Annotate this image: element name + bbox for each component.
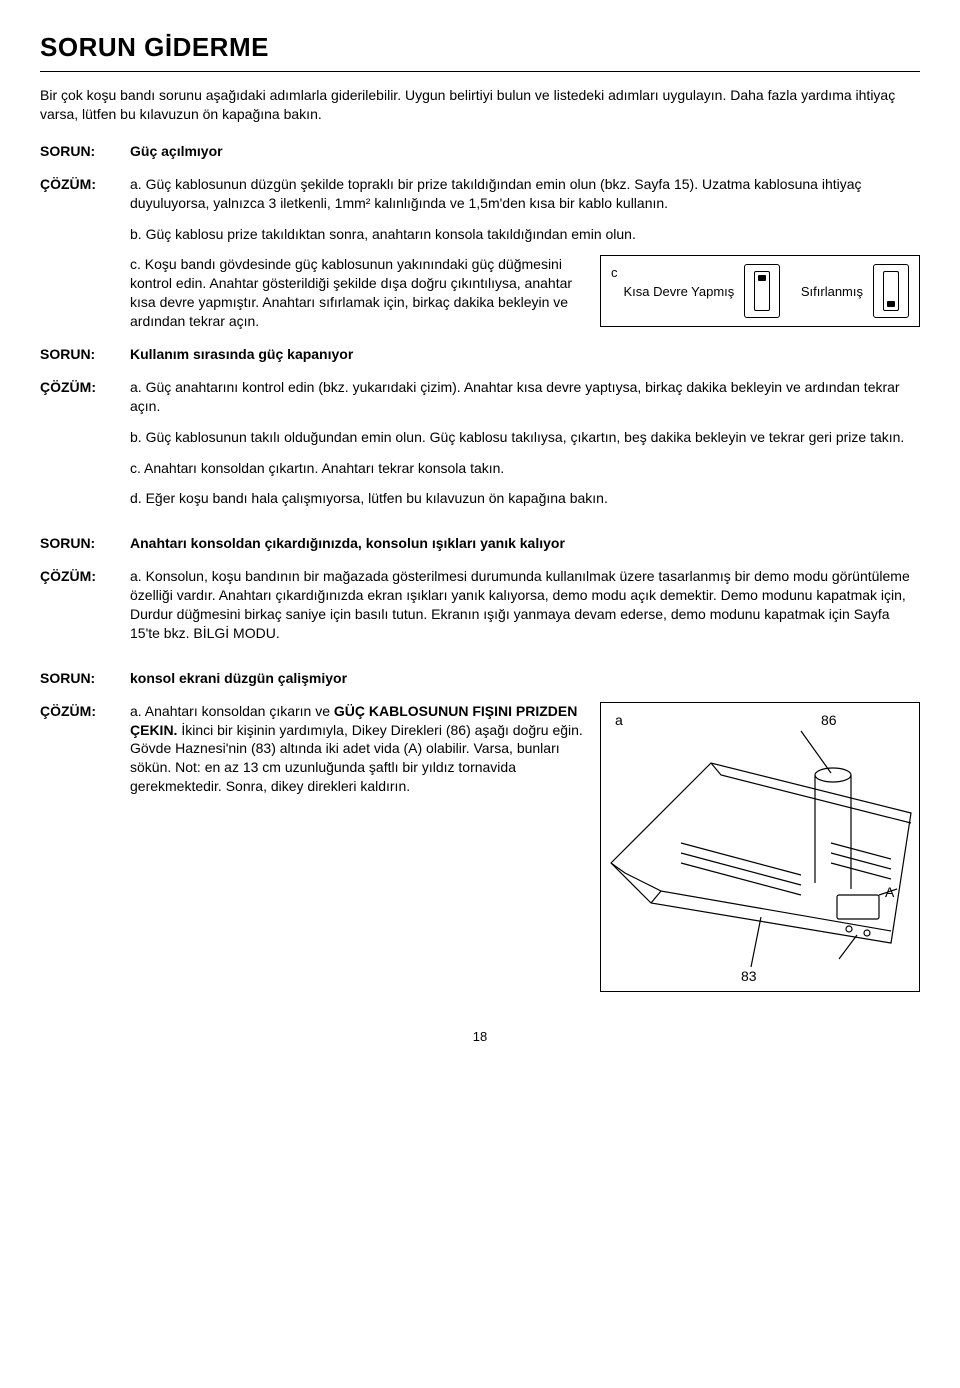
switch-reset-label: Sıfırlanmış [801, 284, 863, 300]
p1-step-b: b. Güç kablosu prize takıldıktan sonra, … [130, 225, 920, 244]
solution-label: ÇÖZÜM: [40, 378, 130, 397]
problem-label: SORUN: [40, 142, 130, 161]
p1-step-a: a. Güç kablosunun düzgün şekilde toprakl… [130, 175, 920, 213]
fig-a-label: a [615, 712, 623, 728]
page-number: 18 [40, 1028, 920, 1046]
fig-c-label: c [611, 264, 618, 282]
switch-tripped-label: Kısa Devre Yapmış [624, 284, 735, 300]
problem-label: SORUN: [40, 534, 130, 553]
intro-text: Bir çok koşu bandı sorunu aşağıdaki adım… [40, 86, 920, 124]
switch-figure: c Kısa Devre Yapmış Sıfırlanmış [600, 255, 920, 327]
p2-step-a: a. Güç anahtarını kontrol edin (bkz. yuk… [130, 378, 920, 416]
p2-step-d: d. Eğer koşu bandı hala çalışmıyorsa, lü… [130, 489, 920, 508]
assembly-figure: a 86 A 83 [600, 702, 920, 992]
divider [40, 71, 920, 72]
problem-4-title: konsol ekrani düzgün çalişmiyor [130, 669, 920, 688]
p1-step-c: c. Koşu bandı gövdesinde güç kablosunun … [130, 255, 586, 331]
solution-label: ÇÖZÜM: [40, 175, 130, 194]
solution-label: ÇÖZÜM: [40, 567, 130, 586]
problem-3-title: Anahtarı konsoldan çıkardığınızda, konso… [130, 534, 920, 553]
p3-step-a: a. Konsolun, koşu bandının bir mağazada … [130, 567, 920, 643]
p4-a-pre: a. Anahtarı konsoldan çıkarın ve [130, 703, 334, 719]
fig-86-label: 86 [821, 712, 837, 728]
p4-a-post: İkinci bir kişinin yardımıyla, Dikey Dir… [130, 722, 583, 795]
p2-step-c: c. Anahtarı konsoldan çıkartın. Anahtarı… [130, 459, 920, 478]
problem-2-title: Kullanım sırasında güç kapanıyor [130, 345, 920, 364]
problem-label: SORUN: [40, 669, 130, 688]
switch-tripped-icon [744, 264, 780, 318]
p4-step-a: a. Anahtarı konsoldan çıkarın ve GÜÇ KAB… [130, 702, 586, 796]
switch-reset-icon [873, 264, 909, 318]
p2-step-b: b. Güç kablosunun takılı olduğundan emin… [130, 428, 920, 447]
solution-label: ÇÖZÜM: [40, 702, 130, 721]
page-title: SORUN GİDERME [40, 30, 920, 65]
problem-1-title: Güç açılmıyor [130, 142, 920, 161]
problem-label: SORUN: [40, 345, 130, 364]
fig-83-label: 83 [741, 968, 757, 984]
